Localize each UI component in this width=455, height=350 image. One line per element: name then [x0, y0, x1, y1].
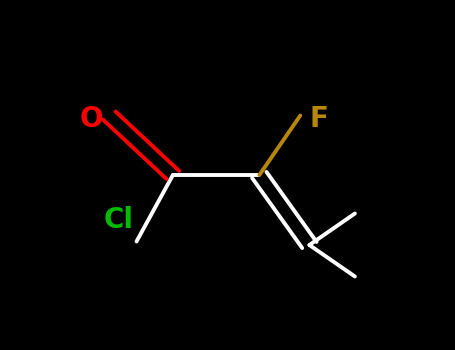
- Text: O: O: [79, 105, 103, 133]
- Text: Cl: Cl: [103, 206, 133, 235]
- Text: F: F: [309, 105, 328, 133]
